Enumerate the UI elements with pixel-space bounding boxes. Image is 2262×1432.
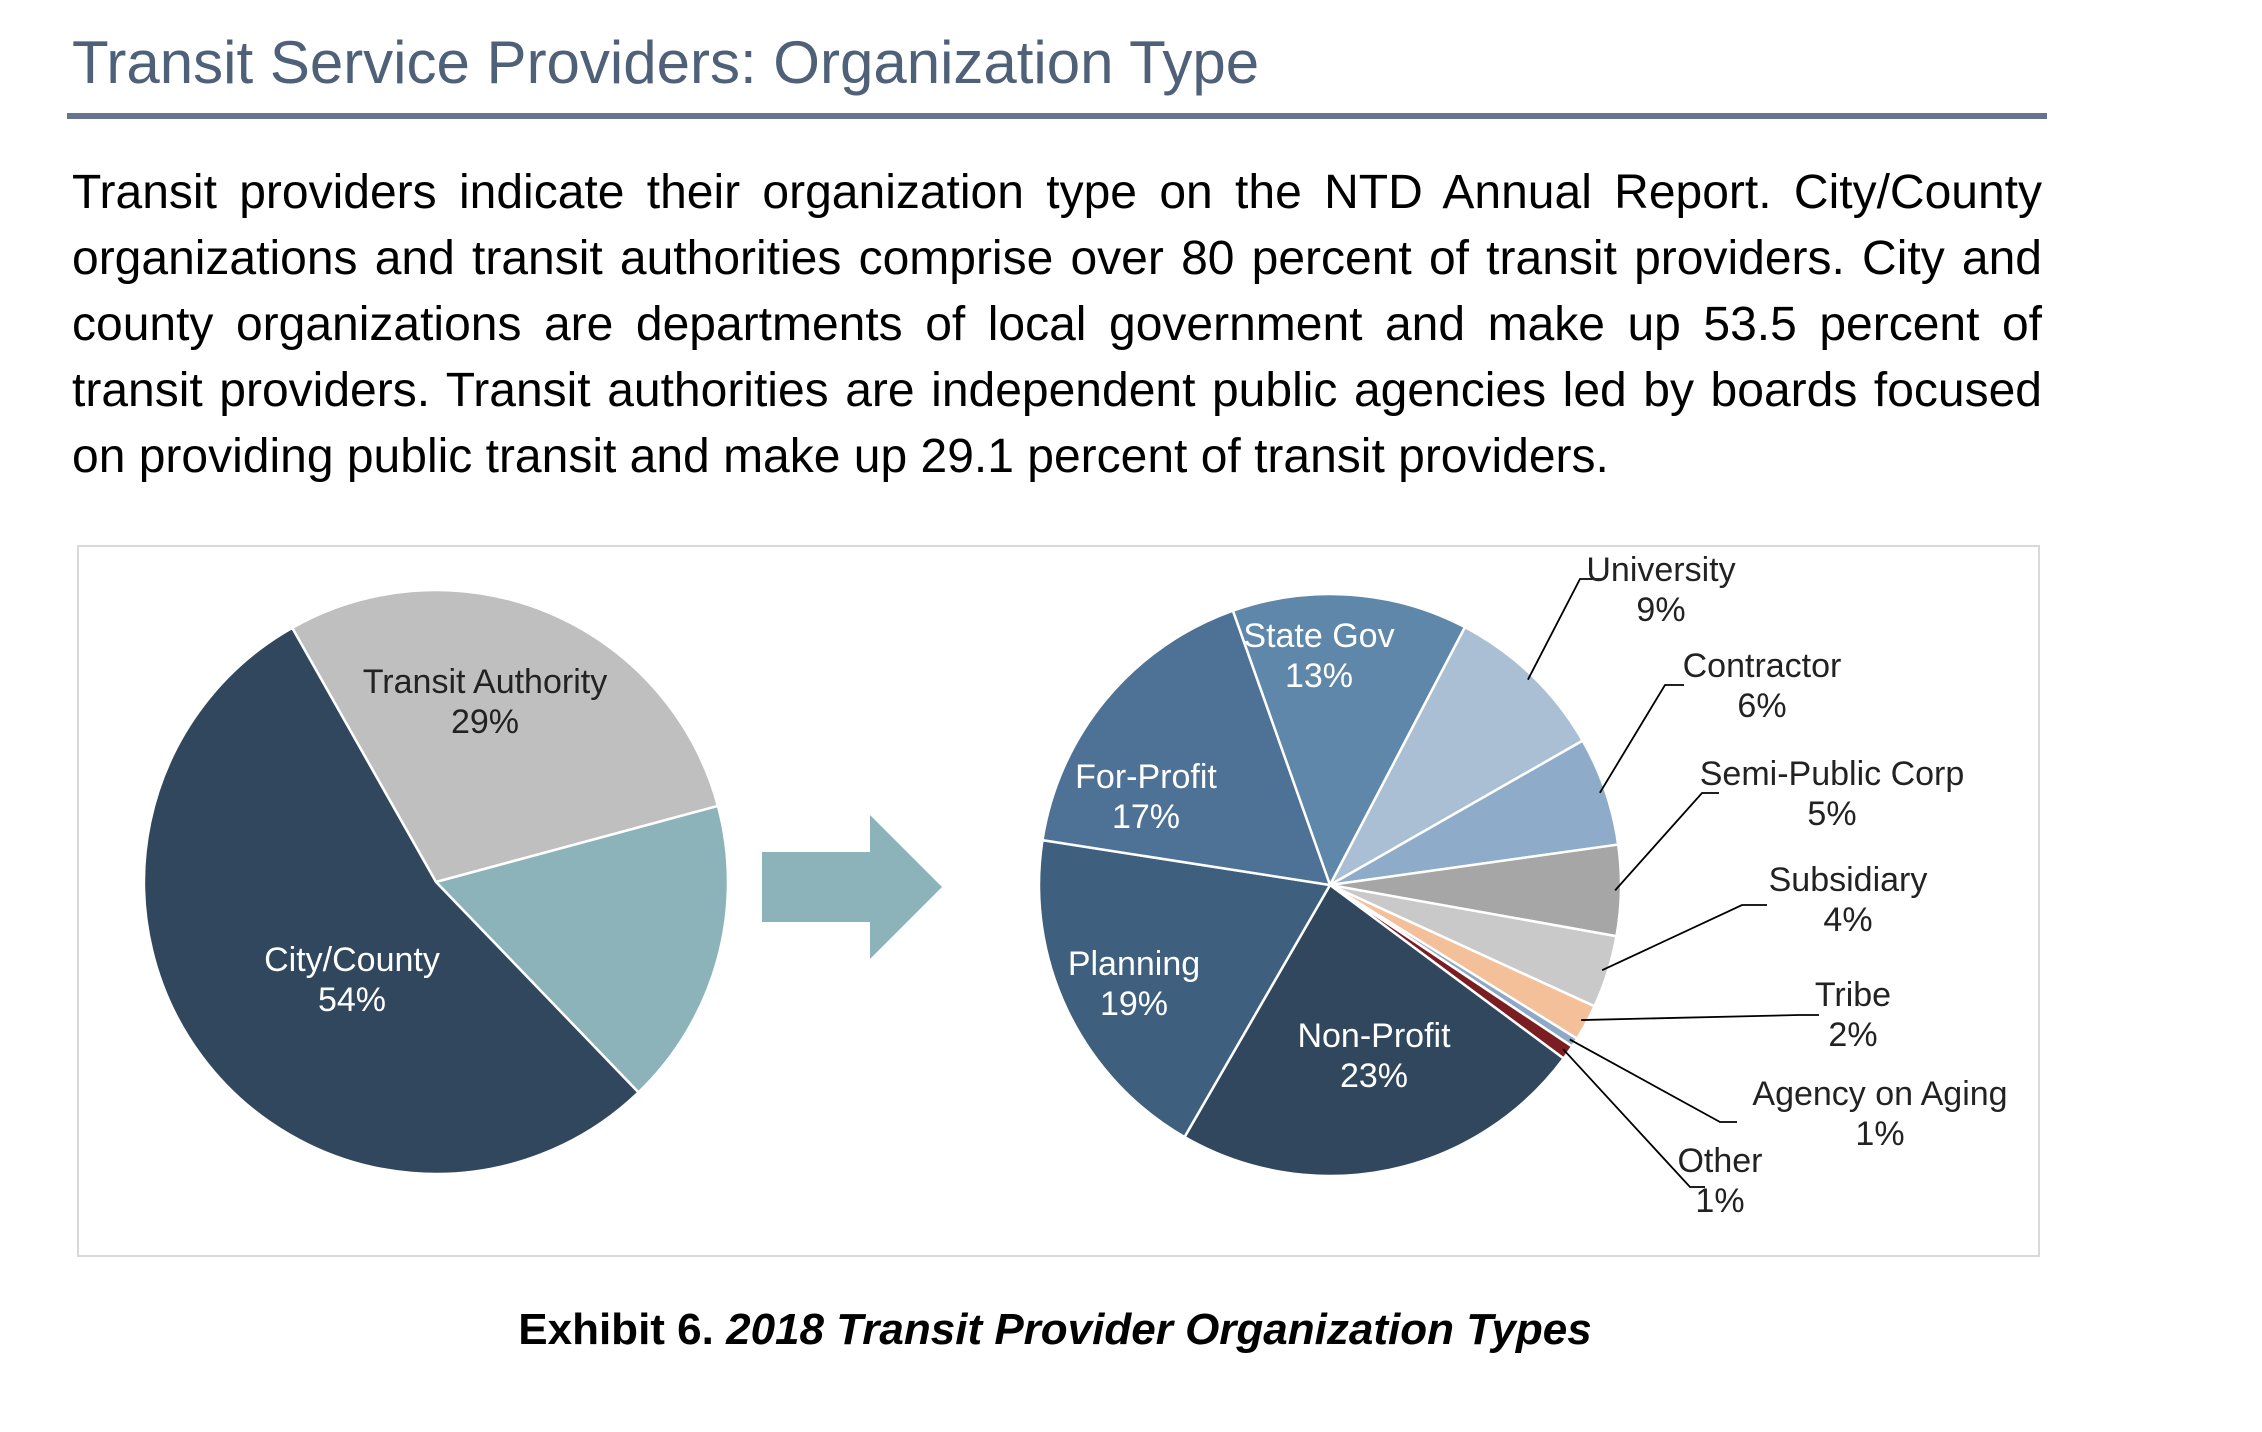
slice-label-agency-on-aging: Agency on Aging xyxy=(1752,1075,2007,1113)
slice-value-university: 9% xyxy=(1636,591,1685,629)
slice-value-transit-authority: 29% xyxy=(451,703,519,741)
pie-slice-state-gov xyxy=(1231,592,1467,887)
leader-line-other xyxy=(1562,1048,1705,1188)
leader-line-subsidiary xyxy=(1601,904,1767,972)
caption-prefix: Exhibit 6. xyxy=(518,1305,714,1354)
slice-label-transit-authority: Transit Authority xyxy=(363,663,607,701)
pie-slice-for-profit xyxy=(1041,609,1332,887)
slice-label-contractor: Contractor xyxy=(1683,647,1842,685)
slice-value-other: 1% xyxy=(1695,1182,1744,1220)
caption-title: 2018 Transit Provider Organization Types xyxy=(726,1305,1592,1354)
pie-slice-slice-1 xyxy=(434,804,730,1094)
pie-slice-non-profit xyxy=(1183,883,1565,1178)
slice-value-state-gov: 13% xyxy=(1285,657,1353,695)
slice-label-other: Other xyxy=(1677,1142,1762,1180)
right-arrow-icon xyxy=(762,815,942,959)
leader-line-university xyxy=(1527,578,1603,681)
slice-label-planning: Planning xyxy=(1068,945,1200,983)
slice-value-contractor: 6% xyxy=(1737,687,1786,725)
slice-value-planning: 19% xyxy=(1100,985,1168,1023)
pie-slice-planning xyxy=(1037,838,1332,1139)
slice-label-tribe: Tribe xyxy=(1815,976,1891,1014)
pie-slice-university xyxy=(1328,625,1584,887)
pie-slice-transit-authority xyxy=(290,588,720,884)
slice-label-subsidiary: Subsidiary xyxy=(1769,861,1928,899)
slice-value-non-profit: 23% xyxy=(1340,1057,1408,1095)
slice-label-university: University xyxy=(1586,551,1735,589)
slice-value-tribe: 2% xyxy=(1828,1016,1877,1054)
slice-label-city-county: City/County xyxy=(264,941,440,979)
body-paragraph: Transit providers indicate their organiz… xyxy=(72,166,2042,483)
slice-value-for-profit: 17% xyxy=(1112,798,1180,836)
slice-value-city-county: 54% xyxy=(318,981,386,1019)
leader-line-semi-public-corp xyxy=(1614,792,1719,891)
slice-value-agency-on-aging: 1% xyxy=(1855,1115,1904,1153)
title-rule xyxy=(67,113,2047,119)
slice-label-for-profit: For-Profit xyxy=(1075,758,1217,796)
pie-slice-city-county xyxy=(142,626,640,1176)
leader-line-contractor xyxy=(1599,684,1684,794)
slice-value-semi-public-corp: 5% xyxy=(1807,795,1856,833)
exhibit-caption: Exhibit 6. 2018 Transit Provider Organiz… xyxy=(0,1305,2110,1355)
slice-label-non-profit: Non-Profit xyxy=(1297,1017,1451,1055)
slice-label-state-gov: State Gov xyxy=(1243,617,1394,655)
slice-label-semi-public-corp: Semi-Public Corp xyxy=(1700,755,1965,793)
leader-line-tribe xyxy=(1581,1014,1819,1021)
page-title: Transit Service Providers: Organization … xyxy=(72,29,1260,96)
slice-value-subsidiary: 4% xyxy=(1823,901,1872,939)
chart-frame: Transit Authority 29% City/County 54% State… xyxy=(77,545,2040,1257)
leader-line-agency-on-aging xyxy=(1569,1038,1737,1123)
